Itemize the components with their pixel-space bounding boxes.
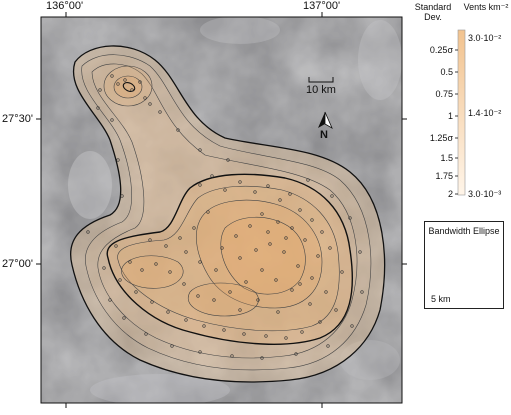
density-label-low: 3.0·10⁻³ — [468, 189, 502, 199]
std-dev-label: 0.75 — [435, 89, 453, 99]
legend-density-title: Vents km⁻² — [463, 2, 509, 12]
north-arrow-icon — [318, 111, 333, 129]
bandwidth-ellipse-title: Bandwidth Ellipse — [428, 226, 500, 236]
map-scale-bar — [308, 77, 334, 83]
density-contour-outer — [70, 45, 386, 383]
std-dev-label: 1.5 — [440, 153, 453, 163]
legend-std-dev-title: Standard Dev. — [414, 2, 452, 22]
scale-bar-label: 10 km — [306, 84, 336, 96]
map-frame-border — [40, 16, 403, 404]
std-dev-label: 0.5 — [440, 67, 453, 77]
std-dev-label: 2 — [447, 189, 453, 199]
latitude-label-2730: 27°30' — [2, 113, 33, 125]
std-dev-label: 0.25σ — [429, 45, 453, 55]
north-label: N — [320, 129, 328, 141]
density-contour-one-sigma — [106, 173, 354, 345]
std-dev-label: 1 — [447, 111, 453, 121]
latitude-label-2700: 27°00' — [2, 258, 33, 270]
vent-points — [86, 74, 364, 360]
density-peak-north — [122, 82, 136, 92]
bandwidth-scale-label: 5 km — [431, 294, 451, 304]
longitude-label-136: 136°00' — [46, 0, 84, 12]
longitude-label-137: 137°00' — [303, 0, 341, 12]
legend-color-ramp — [457, 29, 466, 196]
std-dev-label: 1.25σ — [429, 133, 453, 143]
density-label-high: 3.0·10⁻² — [468, 33, 502, 43]
std-dev-label: 1.75 — [435, 171, 453, 181]
density-label-mid: 1.4·10⁻² — [468, 108, 502, 118]
bandwidth-ellipse-panel: Bandwidth Ellipse 5 km — [424, 221, 504, 309]
